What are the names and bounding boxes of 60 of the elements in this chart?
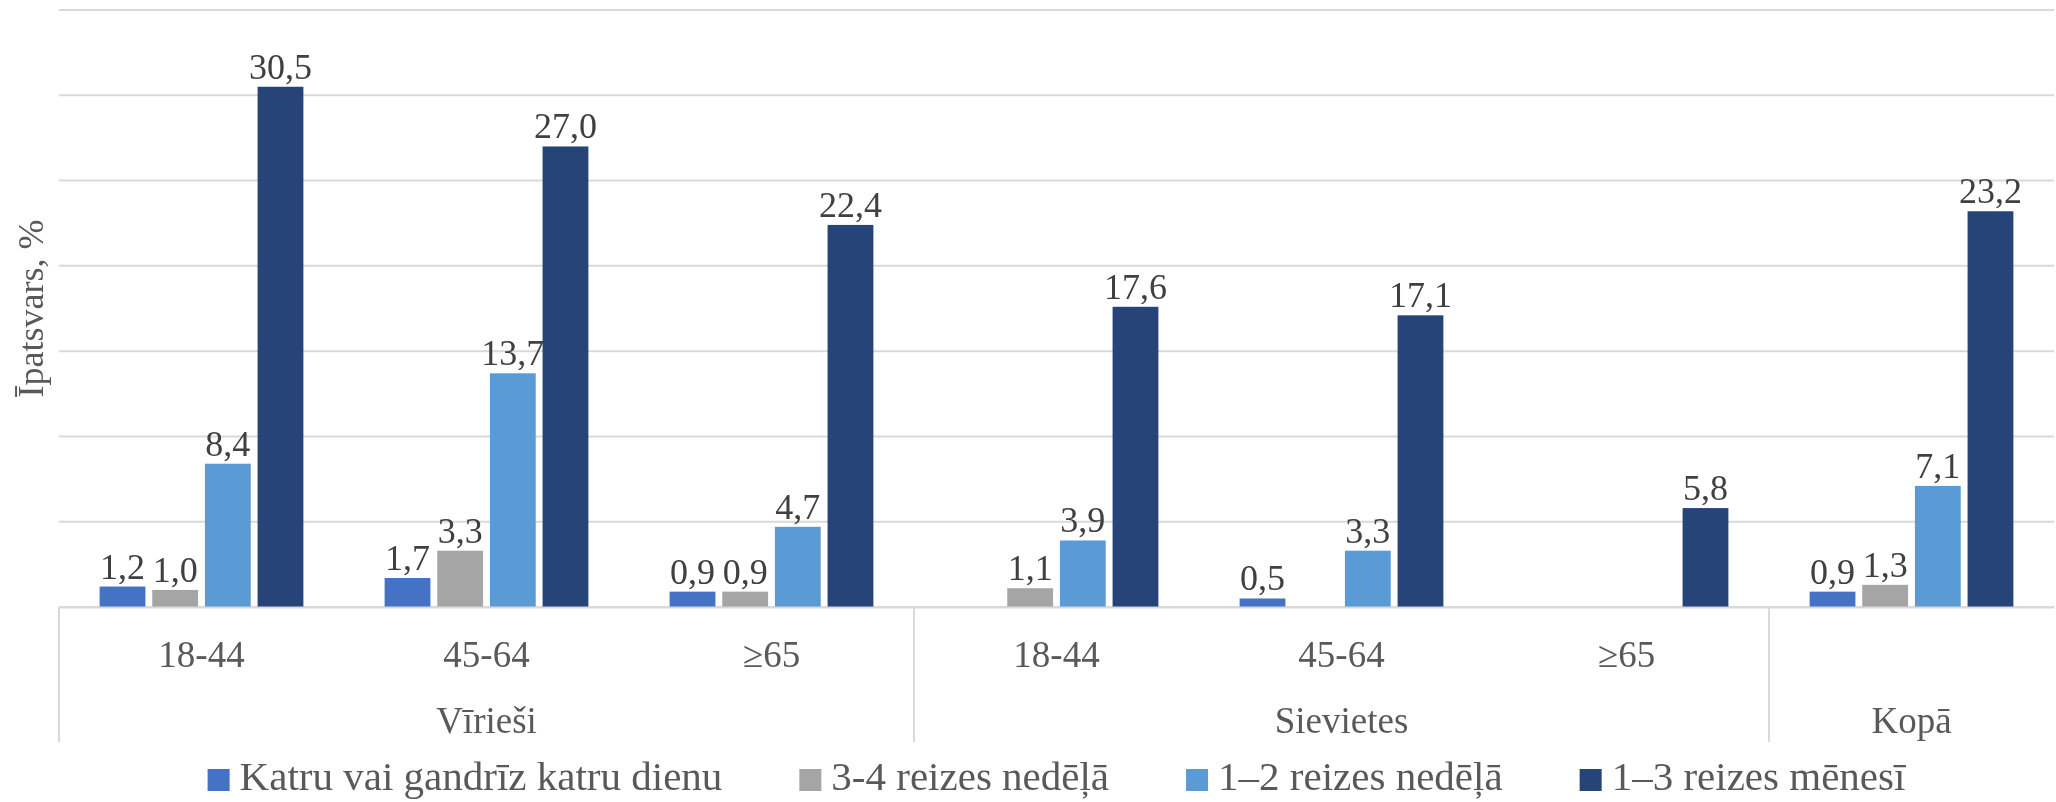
text: Kopā	[1871, 700, 1952, 741]
data-label: 3,3	[1345, 510, 1391, 551]
bar	[1007, 588, 1054, 607]
data-label: 1,7	[385, 538, 431, 578]
data-label: 1,2	[100, 546, 146, 587]
y-axis-title: Īpatsvars, %	[11, 219, 51, 398]
legend-label: 3-4 reizes nedēļā	[831, 753, 1110, 799]
data-label: 4,7	[775, 486, 821, 527]
x-tick-label: ≥65	[742, 634, 801, 676]
data-label: 1,3	[1862, 544, 1908, 585]
bar	[722, 591, 769, 607]
bar	[1682, 508, 1729, 607]
text: Sievietes	[1274, 700, 1409, 741]
bar	[204, 463, 251, 607]
data-label: 1,1	[1007, 548, 1053, 589]
data-label: 27,0	[533, 106, 597, 147]
bar	[542, 146, 589, 607]
data-label: 0,9	[1810, 551, 1856, 592]
text: Vīrieši	[436, 700, 537, 741]
bar	[152, 589, 199, 607]
data-label: 3,3	[437, 510, 483, 551]
bar	[1809, 591, 1856, 607]
data-label: 0,9	[722, 551, 768, 592]
x-tick-label: ≥65	[1597, 634, 1656, 676]
x-tick-label: 18-44	[1013, 634, 1100, 676]
bar	[669, 591, 716, 607]
bar	[1344, 550, 1391, 607]
bar	[384, 578, 431, 607]
data-label: 5,8	[1682, 468, 1728, 509]
x-tick-label: 45-64	[1298, 634, 1385, 676]
legend-label: 1–2 reizes nedēļā	[1218, 753, 1503, 799]
data-label: 1,0	[152, 549, 198, 590]
bar	[827, 224, 874, 607]
x-tick-label: 18-44	[158, 634, 245, 676]
data-label: 23,2	[1958, 171, 2022, 212]
x-tick-label: 45-64	[443, 634, 530, 676]
data-label: 22,4	[818, 184, 882, 225]
legend-label: 1–3 reizes mēnesī	[1611, 753, 1907, 799]
data-label: 13,7	[481, 333, 545, 374]
data-label: 8,4	[205, 423, 251, 464]
bar	[99, 586, 146, 607]
bar	[774, 526, 821, 607]
data-label: 7,1	[1915, 445, 1961, 486]
bar	[1967, 211, 2014, 607]
bar	[1397, 315, 1444, 607]
data-label: 3,9	[1060, 500, 1106, 541]
bar	[1914, 485, 1961, 607]
bar	[1862, 584, 1909, 607]
bar	[1112, 306, 1159, 607]
bar	[1059, 540, 1106, 607]
bar	[489, 373, 536, 607]
bar	[257, 86, 304, 607]
bar	[1239, 598, 1286, 607]
data-label: 17,6	[1103, 266, 1167, 307]
data-label: 0,9	[670, 551, 716, 592]
legend-label: Katru vai gandrīz katru dienu	[239, 753, 723, 799]
data-label: 30,5	[248, 46, 312, 87]
data-label: 0,5	[1240, 558, 1286, 599]
data-label: 17,1	[1388, 275, 1452, 316]
bar	[437, 550, 484, 607]
